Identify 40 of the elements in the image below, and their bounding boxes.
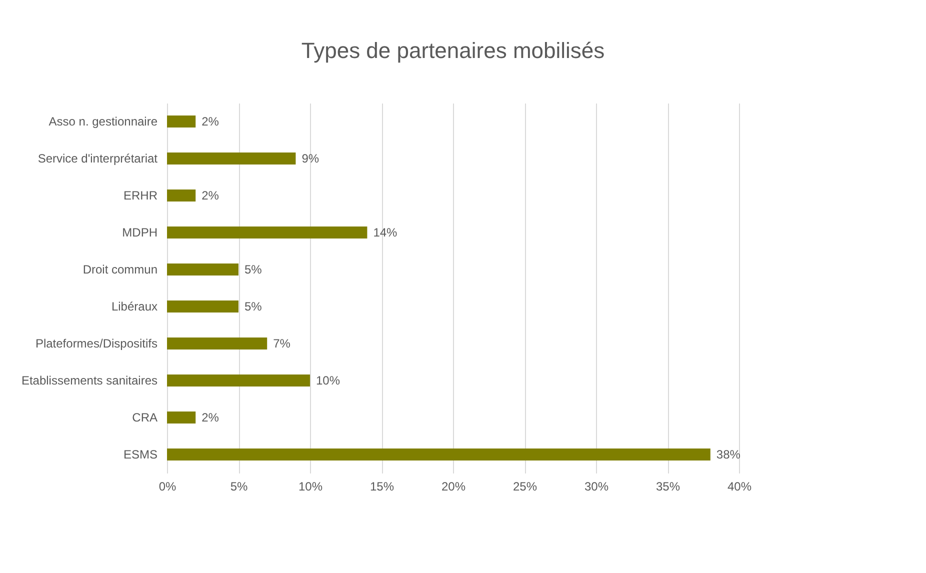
y-tick-label: ESMS	[123, 448, 158, 462]
y-tick-label: CRA	[132, 410, 158, 424]
chart-title: Types de partenaires mobilisés	[301, 38, 605, 63]
x-tick-label: 25%	[512, 480, 538, 494]
x-tick-label: 20%	[441, 480, 466, 494]
x-tick-label: 30%	[584, 480, 609, 494]
bar	[167, 190, 196, 202]
data-label: 2%	[202, 188, 220, 202]
data-label: 10%	[316, 374, 340, 388]
y-tick-label: Libéraux	[111, 300, 158, 314]
bar	[167, 226, 368, 238]
data-label: 5%	[244, 262, 262, 276]
bar	[167, 152, 296, 164]
y-tick-label: ERHR	[123, 188, 158, 202]
x-tick-label: 0%	[158, 480, 176, 494]
bar	[167, 300, 238, 312]
x-tick-label: 35%	[656, 480, 680, 494]
x-tick-label: 40%	[727, 480, 752, 494]
bar	[167, 264, 238, 276]
y-tick-label: Asso n. gestionnaire	[48, 114, 158, 128]
bar	[167, 412, 196, 424]
data-label: 2%	[202, 114, 220, 128]
y-tick-label: MDPH	[122, 226, 158, 240]
bar	[167, 116, 196, 128]
data-label: 5%	[244, 300, 262, 314]
x-tick-label: 5%	[230, 480, 248, 494]
y-tick-label: Plateformes/Dispositifs	[35, 336, 158, 350]
data-label: 14%	[373, 226, 398, 240]
data-label: 7%	[273, 336, 291, 350]
bar	[167, 448, 710, 460]
x-tick-label: 15%	[370, 480, 394, 494]
y-tick-label: Service d'interprétariat	[38, 152, 158, 166]
data-label: 2%	[202, 410, 220, 424]
bar	[167, 374, 310, 386]
y-tick-label: Etablissements sanitaires	[21, 374, 158, 388]
bar	[167, 338, 268, 350]
data-label: 9%	[302, 152, 320, 166]
data-label: 38%	[716, 448, 741, 462]
y-tick-label: Droit commun	[82, 262, 158, 276]
x-tick-label: 10%	[298, 480, 323, 494]
